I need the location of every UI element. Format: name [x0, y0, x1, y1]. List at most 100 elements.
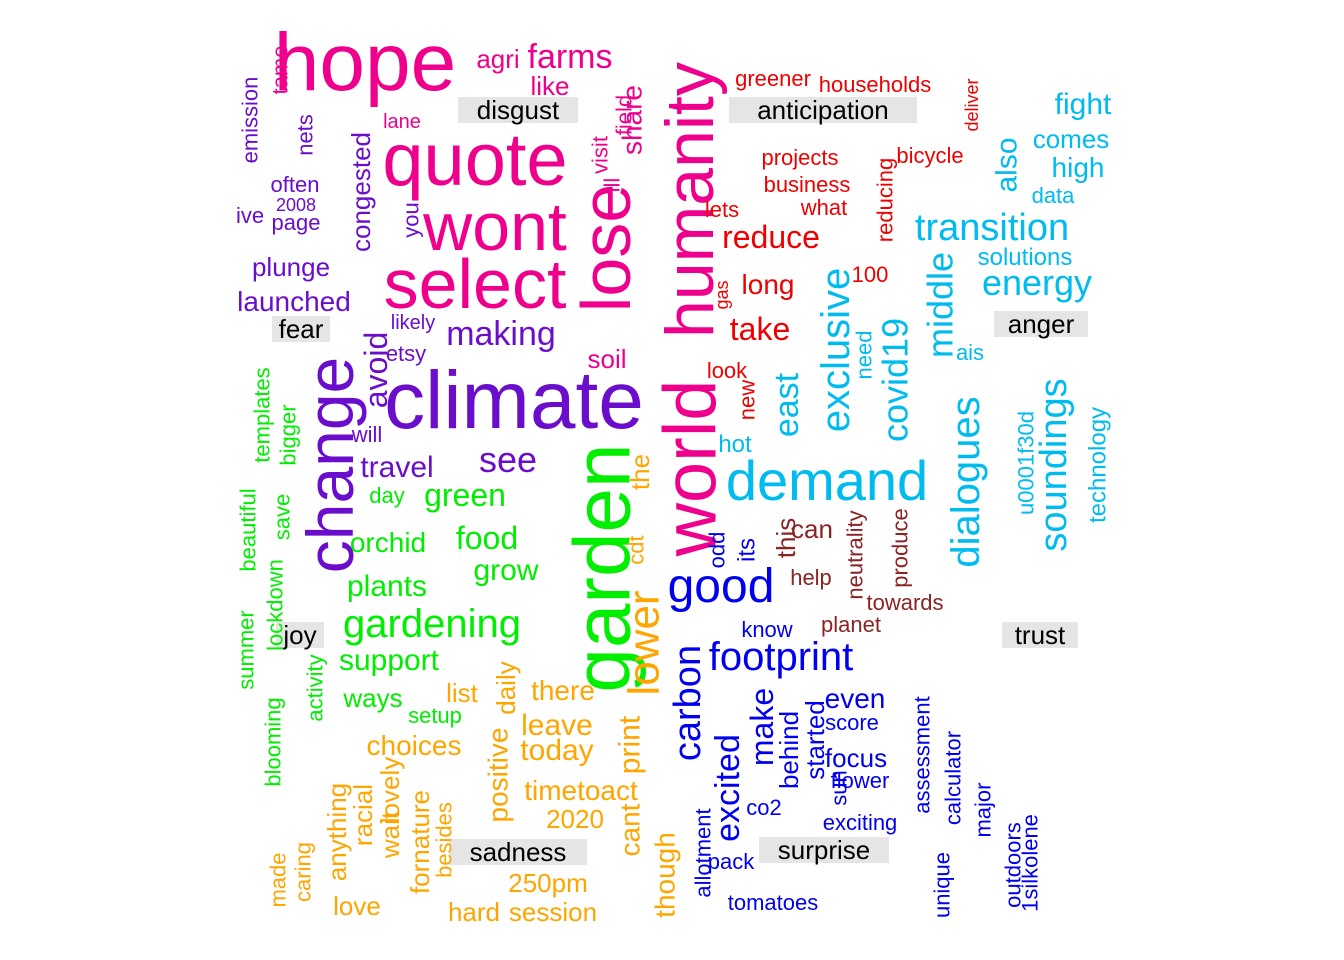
- word-lose: lose: [567, 184, 645, 312]
- word-middle: middle: [920, 252, 961, 358]
- word-travel: travel: [360, 451, 433, 484]
- word-hope: hope: [274, 17, 456, 108]
- word-reduce: reduce: [722, 219, 820, 255]
- word-new: new: [735, 380, 760, 420]
- word-list: list: [446, 678, 479, 708]
- word-daily: daily: [491, 661, 521, 714]
- word-cdt: cdt: [624, 535, 649, 564]
- word-besides: besides: [432, 802, 457, 878]
- word-avoid: avoid: [358, 332, 394, 409]
- word-emission: emission: [238, 77, 263, 164]
- word-carbon: carbon: [667, 645, 709, 761]
- word-agri: agri: [476, 44, 519, 74]
- word-though: though: [650, 832, 681, 918]
- word-humanity: humanity: [652, 62, 728, 338]
- word-bicycle: bicycle: [896, 143, 963, 168]
- word-energy: energy: [982, 262, 1092, 303]
- word-wait: wait: [375, 811, 405, 859]
- word-plants: plants: [347, 570, 427, 603]
- word-neutrality: neutrality: [843, 510, 868, 599]
- emotion-label-anticipation: anticipation: [757, 95, 889, 125]
- word-east: east: [768, 372, 806, 437]
- word-lets: lets: [705, 197, 739, 222]
- word-u0001f30d: u0001f30d: [1014, 411, 1039, 515]
- word-anything: anything: [322, 783, 352, 881]
- word-wont: wont: [422, 189, 567, 265]
- word-leave: leave: [521, 709, 593, 742]
- word-day: day: [369, 483, 404, 508]
- word-racial: racial: [348, 784, 378, 846]
- word-business: business: [764, 172, 851, 197]
- word-lane: lane: [383, 111, 421, 133]
- word-reducing: reducing: [873, 158, 898, 242]
- word-lockdown: lockdown: [263, 559, 288, 651]
- word-look: look: [707, 358, 748, 383]
- word-behind: behind: [774, 711, 804, 789]
- word-started: started: [800, 700, 830, 780]
- word-unique: unique: [930, 852, 955, 918]
- word-households: households: [819, 72, 932, 97]
- label-bg-surprise: [759, 837, 889, 863]
- word-see: see: [479, 439, 537, 480]
- word-quote: quote: [382, 118, 567, 201]
- word-dialogues: dialogues: [944, 396, 988, 567]
- word-select: select: [384, 245, 567, 323]
- word-grow: grow: [473, 554, 538, 587]
- word-focus: focus: [825, 743, 887, 773]
- word-etsy: etsy: [386, 341, 426, 366]
- emotion-label-joy: joy: [282, 620, 316, 650]
- word-make: make: [744, 688, 780, 766]
- word-allotment: allotment: [691, 808, 716, 897]
- word-gardening: gardening: [343, 602, 521, 646]
- word-know: know: [741, 617, 792, 642]
- word-launched: launched: [237, 286, 351, 317]
- word-activity: activity: [303, 654, 328, 721]
- word-green: green: [424, 477, 506, 513]
- word-session: session: [509, 897, 597, 927]
- word-often: often: [271, 172, 320, 197]
- word-covid19: covid19: [875, 318, 916, 442]
- label-bg-fear: [272, 316, 330, 342]
- word-also: also: [991, 137, 1024, 192]
- word-soil: soil: [587, 344, 626, 374]
- word-co2: co2: [746, 795, 781, 820]
- word-produce: produce: [888, 508, 913, 588]
- word-today: today: [520, 734, 593, 767]
- label-bg-anticipation: [729, 97, 917, 123]
- word-data: data: [1032, 183, 1076, 208]
- word-even: even: [825, 683, 886, 714]
- word-towards: towards: [866, 590, 943, 615]
- word-food: food: [456, 520, 518, 556]
- word-fight: fight: [1055, 88, 1112, 121]
- word-technology: technology: [1085, 407, 1112, 523]
- word-lovely: lovely: [375, 757, 405, 823]
- word-lower: lower: [620, 590, 669, 695]
- word-can: can: [791, 514, 833, 544]
- word-deliver: deliver: [962, 78, 982, 131]
- word-nets: nets: [293, 114, 318, 156]
- word-sun: sun: [827, 770, 852, 805]
- word-caring: caring: [291, 842, 316, 902]
- word-support: support: [339, 644, 440, 677]
- word-plunge: plunge: [252, 252, 330, 282]
- word-its: its: [734, 538, 761, 562]
- word-share: share: [617, 85, 648, 155]
- word-odd: odd: [705, 532, 730, 569]
- label-bg-sadness: [449, 839, 587, 865]
- word-250pm: 250pm: [508, 868, 588, 898]
- word-100: 100: [852, 262, 889, 287]
- word-what: what: [800, 195, 847, 220]
- word-projects: projects: [761, 145, 838, 170]
- word-tame: tame: [268, 46, 293, 95]
- word-high: high: [1052, 152, 1105, 183]
- word-congested: congested: [346, 132, 376, 252]
- word-ways: ways: [342, 683, 402, 713]
- word-climate: climate: [384, 355, 644, 446]
- word-long: long: [742, 269, 795, 300]
- word-field: field: [612, 95, 637, 135]
- emotion-label-fear: fear: [279, 314, 324, 344]
- word-need: need: [852, 331, 877, 380]
- word-assessment: assessment: [910, 696, 935, 813]
- word-blooming: blooming: [261, 697, 286, 786]
